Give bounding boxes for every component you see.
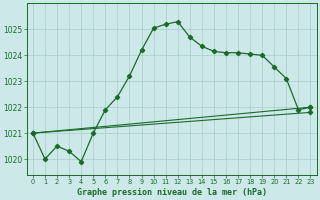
X-axis label: Graphe pression niveau de la mer (hPa): Graphe pression niveau de la mer (hPa)	[77, 188, 267, 197]
